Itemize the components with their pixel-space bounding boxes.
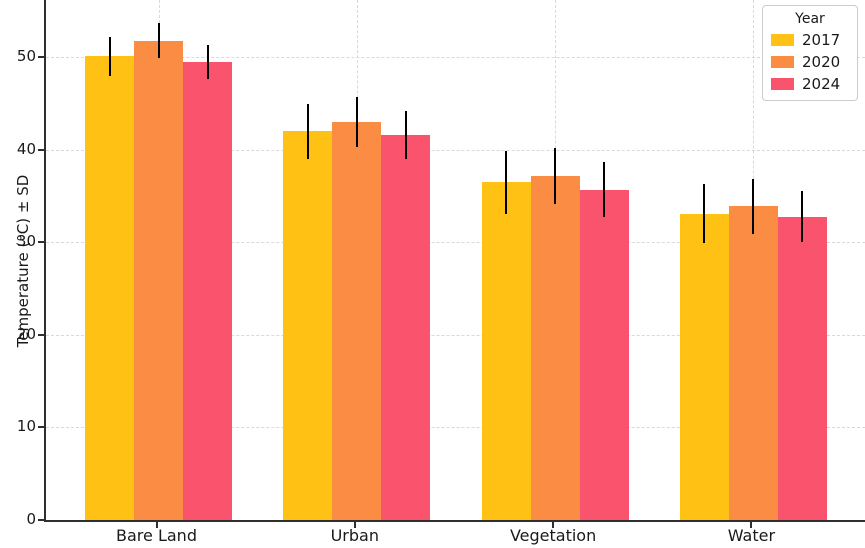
x-tick-mark bbox=[750, 522, 753, 528]
legend: Year 2017 2020 2024 bbox=[762, 5, 858, 101]
bar-2024-urban bbox=[381, 135, 431, 520]
bar-2017-water bbox=[679, 213, 729, 520]
bar-2017-bare-land bbox=[85, 56, 134, 520]
x-tick-label: Vegetation bbox=[509, 526, 597, 545]
bar-2024-vegetation bbox=[579, 189, 629, 520]
error-bar bbox=[108, 37, 111, 76]
gridline-horizontal bbox=[46, 427, 865, 429]
error-bar bbox=[306, 103, 309, 160]
y-tick-label: 10 bbox=[16, 417, 36, 436]
legend-item-2017: 2017 bbox=[771, 31, 849, 49]
gridline-horizontal bbox=[46, 57, 865, 59]
y-tick-label: 30 bbox=[16, 232, 36, 251]
x-tick-label: Urban bbox=[330, 526, 379, 545]
legend-swatch-2020 bbox=[771, 56, 794, 68]
y-tick-mark bbox=[38, 56, 44, 59]
legend-swatch-2017 bbox=[771, 34, 794, 46]
legend-title: Year bbox=[795, 11, 825, 27]
x-tick-label: Water bbox=[727, 526, 776, 545]
error-bar bbox=[752, 178, 755, 235]
legend-label: 2017 bbox=[802, 31, 841, 49]
error-bar bbox=[801, 190, 804, 243]
gridline-horizontal bbox=[46, 242, 865, 244]
y-tick-label: 50 bbox=[16, 47, 36, 66]
x-tick-label: Bare Land bbox=[116, 526, 197, 545]
legend-item-2024: 2024 bbox=[771, 75, 849, 93]
bar-2020-bare-land bbox=[134, 40, 183, 520]
error-bar bbox=[157, 23, 160, 59]
bar-2020-vegetation bbox=[530, 175, 580, 520]
y-tick-label: 40 bbox=[16, 139, 36, 158]
bar-2020-urban bbox=[332, 122, 382, 520]
legend-label: 2020 bbox=[802, 53, 841, 71]
x-tick-mark bbox=[155, 522, 158, 528]
bar-2017-urban bbox=[283, 131, 333, 520]
bar-2024-water bbox=[777, 216, 827, 520]
y-tick-label: 20 bbox=[16, 324, 36, 343]
y-tick-mark bbox=[38, 148, 44, 151]
legend-swatch-2024 bbox=[771, 78, 794, 90]
error-bar bbox=[554, 148, 557, 204]
y-tick-mark bbox=[38, 519, 44, 521]
error-bar bbox=[505, 150, 508, 214]
legend-item-2020: 2020 bbox=[771, 53, 849, 71]
y-tick-mark bbox=[38, 241, 44, 244]
legend-items: 2017 2020 2024 bbox=[771, 31, 849, 93]
gridline-horizontal bbox=[46, 149, 865, 151]
y-tick-label: 0 bbox=[26, 510, 36, 528]
error-bar bbox=[603, 161, 606, 218]
y-tick-mark bbox=[38, 333, 44, 336]
error-bar bbox=[703, 184, 706, 244]
gridline-horizontal bbox=[46, 334, 865, 336]
error-bar bbox=[404, 111, 407, 160]
bar-2024-bare-land bbox=[183, 62, 232, 520]
x-tick-mark bbox=[353, 522, 356, 528]
plot-area bbox=[44, 0, 865, 522]
bar-2017-vegetation bbox=[481, 182, 531, 520]
error-bar bbox=[206, 45, 209, 79]
y-tick-mark bbox=[38, 426, 44, 429]
legend-label: 2024 bbox=[802, 75, 841, 93]
error-bar bbox=[355, 97, 358, 148]
x-tick-mark bbox=[552, 522, 555, 528]
bar-2020-water bbox=[728, 206, 778, 520]
